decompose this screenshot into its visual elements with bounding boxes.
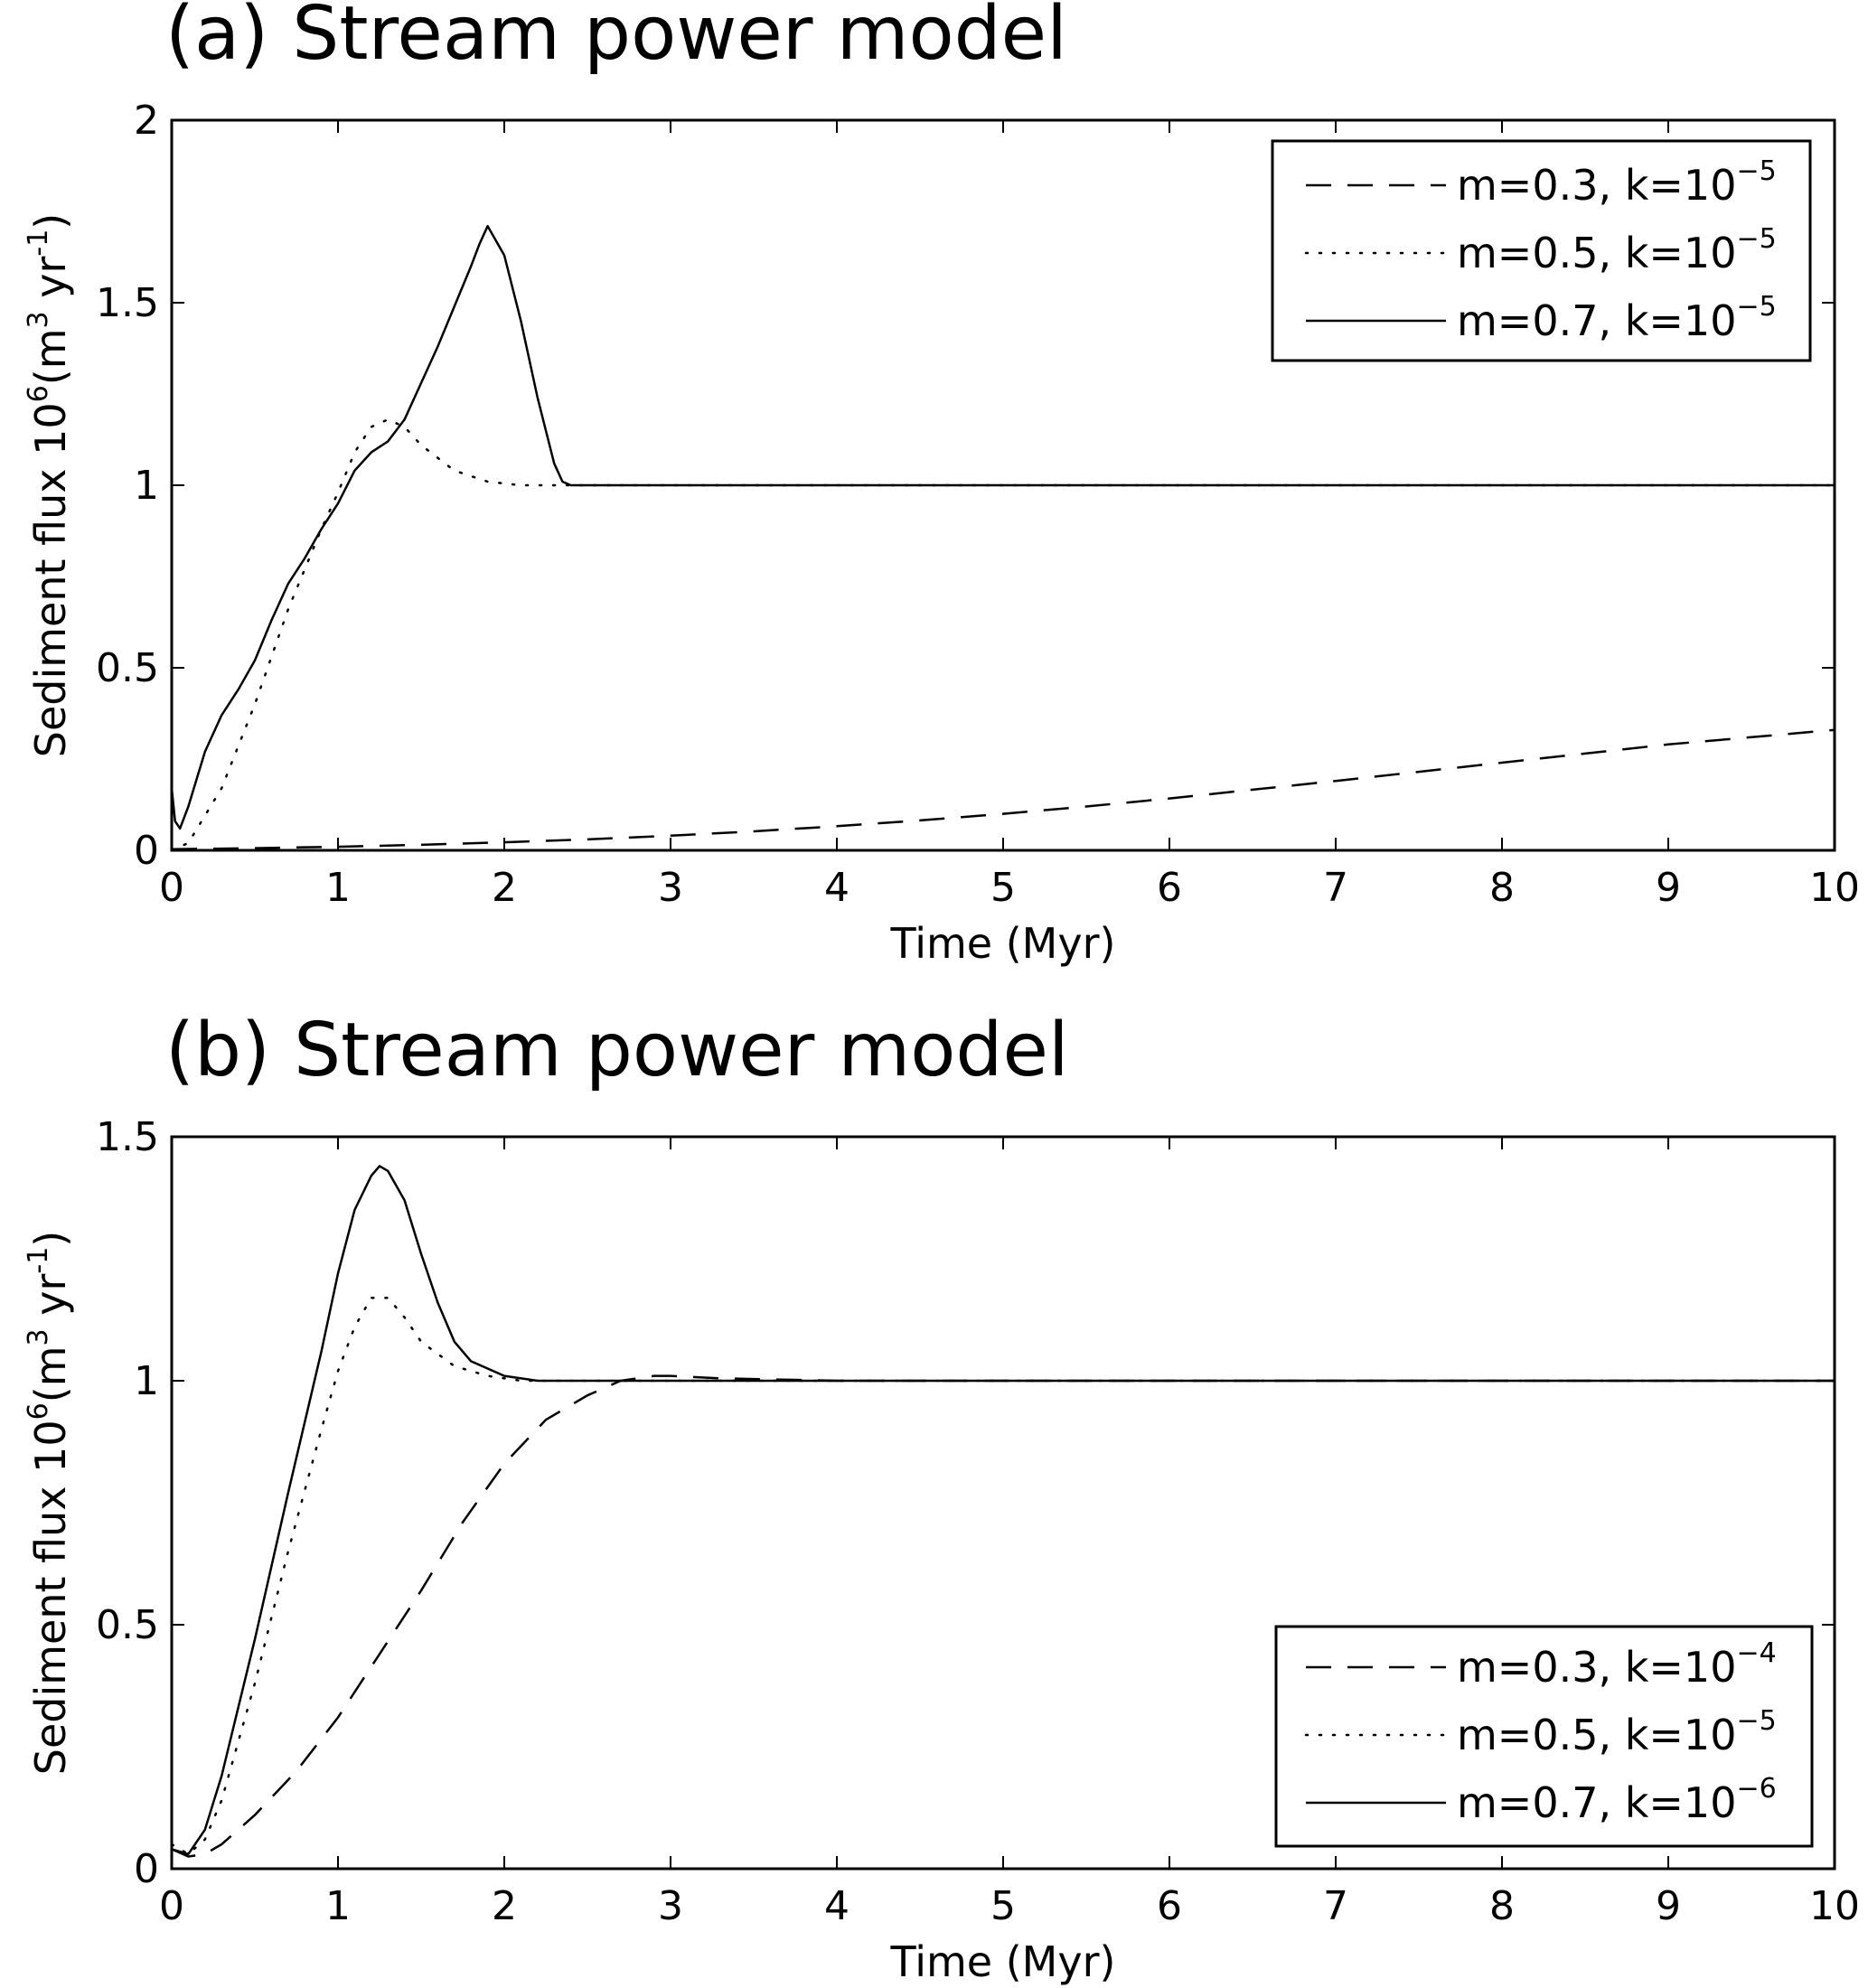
x-tick-label: 6 bbox=[1157, 865, 1182, 911]
x-tick-label: 10 bbox=[1809, 1883, 1860, 1929]
x-tick-label: 9 bbox=[1656, 865, 1681, 911]
x-tick-label: 4 bbox=[824, 865, 850, 911]
legend-label: m=0.3, k=10−4 bbox=[1457, 1637, 1777, 1692]
x-tick-label: 9 bbox=[1656, 1883, 1681, 1929]
legend-box bbox=[1274, 1625, 1814, 1848]
legend: m=0.3, k=10−5 m=0.5, k=10−5 m=0.7, k=10−… bbox=[1271, 139, 1812, 362]
legend-box bbox=[1271, 139, 1812, 362]
x-tick-label: 6 bbox=[1157, 1883, 1182, 1929]
panel-b: (b) Stream power model 0 1 2 3 4 5 6 7 8 9 10 0 0.5 1… bbox=[23, 1008, 1860, 1986]
x-tick-label: 2 bbox=[492, 865, 517, 911]
y-axis-label: Sediment flux 106(m3 yr-1) bbox=[23, 1231, 75, 1776]
x-axis-label: Time (Myr) bbox=[890, 1937, 1116, 1986]
y-tick-label: 1 bbox=[134, 1358, 159, 1404]
series-line-2 bbox=[170, 418, 1836, 852]
series-line-1 bbox=[171, 728, 1835, 851]
x-tick-label: 0 bbox=[159, 865, 184, 911]
series-layer bbox=[170, 1165, 1836, 1858]
legend-label: m=0.5, k=10−5 bbox=[1457, 223, 1777, 277]
x-tick-label: 5 bbox=[990, 1883, 1016, 1929]
x-tick-label: 3 bbox=[658, 1883, 683, 1929]
series-line-3 bbox=[171, 1165, 1835, 1856]
y-tick-label: 0 bbox=[134, 828, 159, 874]
series-line-3 bbox=[170, 224, 1835, 830]
x-tick-label: 3 bbox=[658, 865, 683, 911]
legend-label: m=0.5, k=10−5 bbox=[1457, 1705, 1777, 1759]
x-tick-label: 5 bbox=[990, 865, 1016, 911]
x-tick-label: 7 bbox=[1323, 865, 1348, 911]
y-tick-label: 0.5 bbox=[96, 1602, 159, 1648]
y-tick-label: 1 bbox=[134, 463, 159, 509]
y-axis-label: Sediment flux 106(m3 yr-1) bbox=[23, 213, 75, 758]
x-tick-label: 10 bbox=[1809, 865, 1860, 911]
y-tick-label: 2 bbox=[134, 98, 159, 144]
x-tick-label: 4 bbox=[824, 1883, 850, 1929]
chart-title: (a) Stream power model bbox=[165, 0, 1067, 77]
legend-label: m=0.3, k=10−5 bbox=[1457, 155, 1777, 210]
legend-label: m=0.7, k=10−5 bbox=[1457, 291, 1777, 345]
x-tick-label: 1 bbox=[325, 1883, 351, 1929]
panel-a: (a) Stream power model 0 1 2 3 4 5 6 7 8 9 10 0 0.5 1… bbox=[23, 0, 1860, 968]
x-tick-label: 2 bbox=[492, 1883, 517, 1929]
y-tick-label: 1.5 bbox=[96, 1114, 159, 1160]
x-tick-label: 1 bbox=[325, 865, 351, 911]
series-layer bbox=[170, 224, 1836, 852]
ticks-layer: 0 1 2 3 4 5 6 7 8 9 10 0 0.5 1 1.5 bbox=[96, 1114, 1860, 1929]
x-tick-label: 0 bbox=[159, 1883, 184, 1929]
y-tick-label: 0 bbox=[134, 1846, 159, 1892]
x-tick-label: 7 bbox=[1323, 1883, 1348, 1929]
y-tick-label: 0.5 bbox=[96, 645, 159, 691]
x-tick-label: 8 bbox=[1489, 865, 1515, 911]
chart-title: (b) Stream power model bbox=[165, 1008, 1069, 1093]
x-tick-label: 8 bbox=[1489, 1883, 1515, 1929]
y-tick-label: 1.5 bbox=[96, 280, 159, 326]
ticks-layer: 0 1 2 3 4 5 6 7 8 9 10 0 0.5 1 1.5 2 bbox=[96, 98, 1860, 911]
x-axis-label: Time (Myr) bbox=[890, 919, 1116, 968]
legend: m=0.3, k=10−4 m=0.5, k=10−5 m=0.7, k=10−… bbox=[1274, 1625, 1814, 1848]
legend-label: m=0.7, k=10−6 bbox=[1457, 1773, 1777, 1827]
